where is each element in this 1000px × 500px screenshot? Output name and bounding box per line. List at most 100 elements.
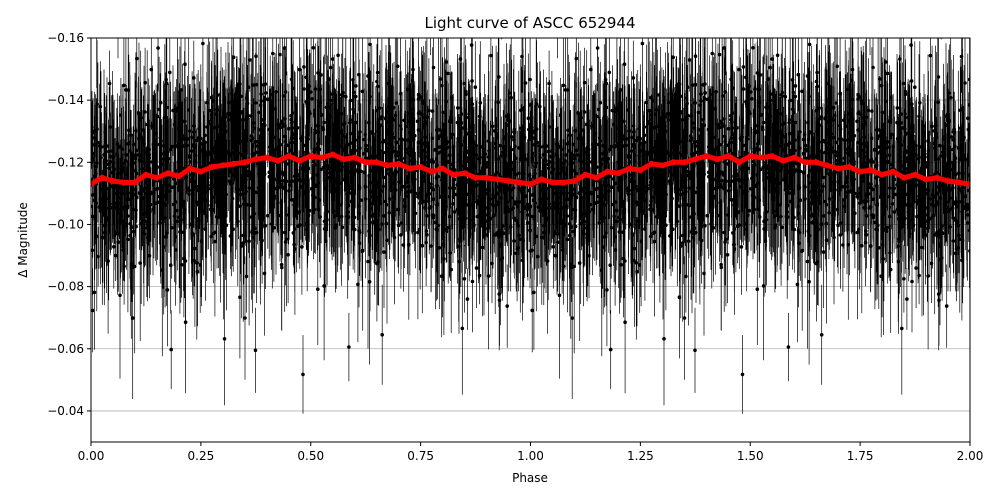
binned-point xyxy=(307,153,314,160)
binned-point xyxy=(725,153,732,160)
data-point xyxy=(411,137,416,142)
data-point xyxy=(133,156,138,161)
data-point xyxy=(766,105,770,109)
data-point xyxy=(933,204,937,208)
data-point xyxy=(315,124,320,128)
data-point xyxy=(817,148,822,153)
data-point xyxy=(343,187,348,192)
data-point xyxy=(228,234,233,238)
data-point xyxy=(823,139,827,144)
data-point xyxy=(204,198,208,202)
data-point xyxy=(347,170,351,174)
data-point xyxy=(888,267,893,272)
data-point xyxy=(791,90,795,95)
data-point xyxy=(467,204,472,208)
data-point xyxy=(890,202,895,206)
data-point xyxy=(788,131,792,136)
data-point xyxy=(862,205,867,210)
data-point xyxy=(763,239,768,244)
binned-point xyxy=(384,162,391,169)
data-point xyxy=(292,151,297,156)
data-point xyxy=(882,162,886,166)
data-point xyxy=(543,191,547,195)
data-point xyxy=(249,215,254,219)
data-point xyxy=(115,232,120,236)
data-point xyxy=(418,186,423,190)
data-point xyxy=(887,153,892,157)
data-point xyxy=(690,228,694,233)
data-point xyxy=(658,128,662,133)
data-point xyxy=(338,181,343,186)
data-point xyxy=(966,116,970,121)
data-point xyxy=(106,217,111,222)
data-point xyxy=(932,141,937,146)
data-point xyxy=(95,102,99,106)
data-point xyxy=(380,333,385,337)
data-point xyxy=(696,172,701,176)
data-point xyxy=(469,125,474,130)
data-point xyxy=(689,138,693,142)
data-point xyxy=(842,156,847,161)
data-point xyxy=(774,181,778,185)
data-point xyxy=(427,192,432,196)
data-point xyxy=(319,167,323,172)
data-point xyxy=(291,111,295,115)
data-point xyxy=(554,205,559,209)
data-point xyxy=(448,118,453,122)
data-point xyxy=(693,348,697,353)
data-point xyxy=(802,184,807,189)
data-point xyxy=(120,165,124,170)
data-point xyxy=(842,161,846,166)
data-point xyxy=(837,153,842,157)
data-point xyxy=(845,87,849,92)
data-point xyxy=(940,184,944,188)
data-point xyxy=(362,170,367,175)
data-point xyxy=(928,197,932,201)
data-point xyxy=(779,214,783,219)
data-point xyxy=(410,189,414,193)
data-point xyxy=(774,189,779,193)
data-point xyxy=(251,235,256,240)
data-point xyxy=(367,94,372,99)
data-point xyxy=(359,198,363,202)
data-point xyxy=(747,208,751,213)
data-point xyxy=(443,132,447,137)
data-point xyxy=(145,219,149,224)
data-point xyxy=(448,251,453,255)
data-point xyxy=(151,207,155,212)
data-point xyxy=(940,256,944,260)
data-point xyxy=(801,170,806,175)
data-point xyxy=(528,228,532,233)
data-point xyxy=(278,182,283,187)
data-point xyxy=(895,120,899,125)
data-point xyxy=(768,166,773,171)
data-point xyxy=(961,186,965,190)
data-point xyxy=(311,193,315,198)
chart-title: Light curve of ASCC 652944 xyxy=(425,14,636,32)
data-point xyxy=(234,139,239,143)
data-point xyxy=(732,247,737,251)
data-point xyxy=(605,288,609,292)
data-point xyxy=(467,210,471,214)
data-point xyxy=(842,138,847,143)
data-point xyxy=(231,55,236,60)
data-point xyxy=(547,202,551,206)
data-point xyxy=(848,107,853,112)
data-point xyxy=(380,189,385,193)
data-point xyxy=(219,116,223,121)
data-point xyxy=(778,203,782,207)
data-point xyxy=(280,265,284,270)
data-point xyxy=(456,244,461,249)
data-point xyxy=(726,162,730,166)
data-point xyxy=(130,175,135,179)
data-point xyxy=(389,123,394,128)
data-point xyxy=(514,156,518,161)
data-point xyxy=(430,109,435,113)
data-point xyxy=(650,172,654,177)
data-point xyxy=(224,115,228,119)
data-point xyxy=(603,143,608,147)
data-point xyxy=(710,184,715,189)
data-point xyxy=(738,185,743,189)
data-point xyxy=(517,200,521,204)
data-point xyxy=(771,209,776,214)
